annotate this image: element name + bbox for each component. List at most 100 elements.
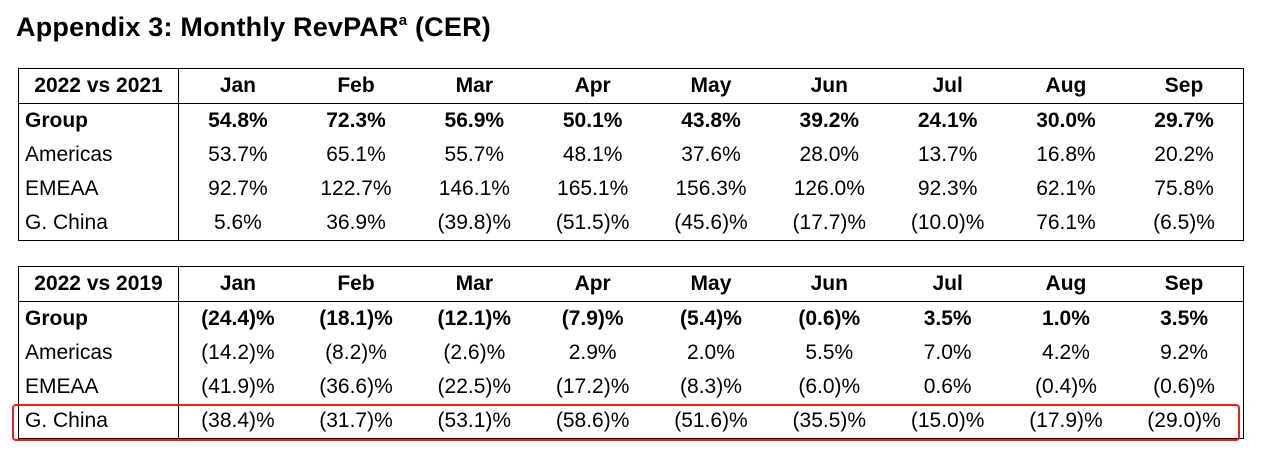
month-header: Mar bbox=[415, 266, 534, 302]
revpar-cell: 5.5% bbox=[805, 341, 854, 364]
region-label: G. China bbox=[18, 206, 179, 241]
revpar-cell: 65.1% bbox=[326, 143, 386, 166]
month-header: Feb bbox=[296, 68, 416, 104]
revpar-cell: (51.5)% bbox=[555, 211, 630, 234]
revpar-cell: 9.2% bbox=[1160, 341, 1208, 364]
month-header: Aug bbox=[1006, 68, 1126, 104]
revpar-cell: 13.7% bbox=[917, 143, 978, 166]
revpar-cell: (6.5)% bbox=[1153, 211, 1215, 234]
revpar-cell: (53.1)% bbox=[437, 409, 512, 432]
revpar-cell: 72.3% bbox=[326, 109, 386, 132]
revpar-cell: (17.9)% bbox=[1029, 409, 1103, 432]
revpar-cell: (7.9)% bbox=[561, 307, 624, 330]
month-header: Jan bbox=[178, 68, 297, 104]
revpar-cell: 156.3% bbox=[675, 177, 747, 200]
revpar-cell: (0.4)% bbox=[1035, 375, 1097, 398]
month-header: Jun bbox=[770, 68, 889, 104]
table-row: Americas 53.7% 65.1% 55.7% 48.1% 37.6% 28.0% 13… bbox=[18, 138, 1244, 172]
month-header: Mar bbox=[415, 68, 534, 104]
region-label: Americas bbox=[18, 336, 179, 370]
month-header: Jan bbox=[178, 266, 297, 302]
revpar-cell: 43.8% bbox=[681, 109, 741, 132]
revpar-cell: 2.0% bbox=[687, 341, 735, 364]
revpar-cell: 75.8% bbox=[1154, 177, 1214, 200]
month-header: May bbox=[651, 266, 771, 302]
comparison-label: 2022 vs 2021 bbox=[18, 68, 179, 104]
revpar-cell: 39.2% bbox=[799, 109, 860, 132]
revpar-cell: 5.6% bbox=[213, 211, 262, 234]
title-suffix: (CER) bbox=[414, 12, 491, 42]
revpar-cell: 28.0% bbox=[799, 143, 860, 166]
region-label: Group bbox=[18, 103, 179, 138]
table-row: Group (24.4)% (18.1)% (12.1)% (7.9)% (5.4)% (0… bbox=[18, 301, 1244, 336]
revpar-cell: (8.3)% bbox=[680, 375, 742, 398]
revpar-cell: 62.1% bbox=[1036, 177, 1096, 200]
revpar-cell: 16.8% bbox=[1036, 143, 1096, 166]
revpar-cell: 3.5% bbox=[1160, 307, 1208, 330]
region-label: Americas bbox=[18, 138, 179, 172]
revpar-cell: 2.9% bbox=[568, 341, 617, 364]
revpar-cell: 7.0% bbox=[923, 341, 972, 364]
revpar-cell: (0.6)% bbox=[798, 307, 861, 330]
table-row: G. China 5.6% 36.9% (39.8)% (51.5)% (45.6)% (1… bbox=[18, 206, 1244, 241]
revpar-cell: 1.0% bbox=[1042, 307, 1090, 330]
revpar-cell: 122.7% bbox=[320, 177, 392, 200]
revpar-cell: 37.6% bbox=[681, 143, 741, 166]
title-text: Appendix 3: Monthly RevPAR bbox=[16, 12, 399, 42]
revpar-cell: (10.0)% bbox=[910, 211, 985, 234]
revpar-cell: 48.1% bbox=[562, 143, 623, 166]
revpar-cell: (31.7)% bbox=[319, 409, 393, 432]
revpar-cell: (36.6)% bbox=[319, 375, 393, 398]
revpar-cell: (17.7)% bbox=[792, 211, 867, 234]
revpar-cell: 53.7% bbox=[208, 143, 268, 166]
revpar-cell: (41.9)% bbox=[201, 375, 275, 398]
revpar-table-2022-vs-2019: 2022 vs 2019 Jan Feb Mar Apr May Jun Jul Aug Sep G… bbox=[18, 266, 1244, 439]
month-header: Apr bbox=[533, 68, 652, 104]
revpar-cell: (6.0)% bbox=[798, 375, 861, 398]
revpar-cell: (38.4)% bbox=[201, 409, 275, 432]
revpar-cell: (0.6)% bbox=[1153, 375, 1215, 398]
table-header-row: 2022 vs 2019 Jan Feb Mar Apr May Jun Jul Aug Sep bbox=[18, 266, 1244, 302]
revpar-cell: (51.6)% bbox=[674, 409, 748, 432]
revpar-cell: (5.4)% bbox=[680, 307, 742, 330]
month-header: Jun bbox=[770, 266, 889, 302]
table-row: Group 54.8% 72.3% 56.9% 50.1% 43.8% 39.2% 24.1%… bbox=[18, 103, 1244, 138]
revpar-cell: (35.5)% bbox=[792, 409, 867, 432]
revpar-cell: (29.0)% bbox=[1147, 409, 1221, 432]
revpar-cell: 50.1% bbox=[562, 109, 623, 132]
table-row: EMEAA (41.9)% (36.6)% (22.5)% (17.2)% (8.3)% (… bbox=[18, 370, 1244, 404]
revpar-cell: (17.2)% bbox=[555, 375, 630, 398]
month-header: Feb bbox=[296, 266, 416, 302]
title-superscript: a bbox=[398, 12, 408, 29]
revpar-table-2022-vs-2021: 2022 vs 2021 Jan Feb Mar Apr May Jun Jul Aug Sep G… bbox=[18, 68, 1244, 241]
revpar-cell: 30.0% bbox=[1036, 109, 1096, 132]
revpar-cell: (8.2)% bbox=[325, 341, 387, 364]
revpar-cell: 3.5% bbox=[923, 307, 972, 330]
region-label: Group bbox=[18, 301, 179, 336]
revpar-cell: 54.8% bbox=[208, 109, 268, 132]
month-header: Sep bbox=[1125, 266, 1244, 302]
comparison-label: 2022 vs 2019 bbox=[18, 266, 179, 302]
revpar-cell: (12.1)% bbox=[437, 307, 512, 330]
revpar-cell: 20.2% bbox=[1154, 143, 1214, 166]
revpar-cell: (15.0)% bbox=[910, 409, 985, 432]
month-header: May bbox=[651, 68, 771, 104]
revpar-cell: 56.9% bbox=[444, 109, 505, 132]
month-header: Sep bbox=[1125, 68, 1244, 104]
revpar-cell: 146.1% bbox=[438, 177, 510, 200]
revpar-cell: 92.3% bbox=[917, 177, 978, 200]
table-row: EMEAA 92.7% 122.7% 146.1% 165.1% 156.3% 126.0%… bbox=[18, 172, 1244, 206]
revpar-cell: 76.1% bbox=[1036, 211, 1096, 234]
revpar-cell: (22.5)% bbox=[437, 375, 512, 398]
revpar-cell: 4.2% bbox=[1042, 341, 1090, 364]
region-label: G. China bbox=[18, 404, 179, 439]
revpar-cell: (18.1)% bbox=[319, 307, 393, 330]
month-header: Jul bbox=[888, 68, 1007, 104]
table-row: Americas (14.2)% (8.2)% (2.6)% 2.9% 2.0% 5.5% 7… bbox=[18, 336, 1244, 370]
table-row: G. China (38.4)% (31.7)% (53.1)% (58.6)% (51.… bbox=[18, 404, 1244, 439]
revpar-cell: (2.6)% bbox=[443, 341, 506, 364]
revpar-cell: 36.9% bbox=[326, 211, 386, 234]
revpar-cell: (39.8)% bbox=[437, 211, 512, 234]
revpar-cell: (58.6)% bbox=[555, 409, 630, 432]
revpar-cell: 55.7% bbox=[444, 143, 505, 166]
